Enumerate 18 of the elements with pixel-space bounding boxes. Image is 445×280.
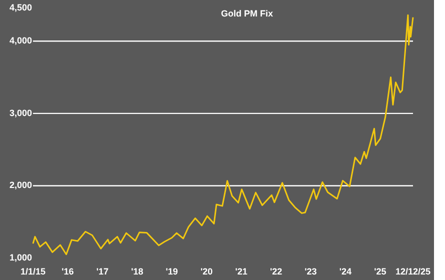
x-tick-label: '21 — [235, 266, 248, 276]
x-tick-label: 1/1/15 — [20, 266, 46, 276]
x-tick-label: 12/12/25 — [395, 266, 431, 276]
y-tick-label: 1,000 — [9, 252, 32, 262]
chart-title: Gold PM Fix — [220, 8, 274, 18]
y-tick-label: 3,000 — [9, 108, 32, 118]
x-tick-label: '16 — [62, 266, 74, 276]
x-tick-label: '25 — [374, 266, 386, 276]
x-tick-label: '24 — [339, 266, 352, 276]
x-tick-label: '19 — [166, 266, 178, 276]
x-tick-label: '17 — [96, 266, 109, 276]
y-tick-label: 2,000 — [9, 180, 32, 190]
x-tick-label: '20 — [200, 266, 213, 276]
y-tick-label: 4,000 — [9, 36, 32, 46]
y-tick-label: 4,500 — [9, 2, 32, 12]
x-tick-label: '23 — [304, 266, 317, 276]
x-tick-label: '22 — [270, 266, 282, 276]
x-tick-label: '18 — [131, 266, 144, 276]
